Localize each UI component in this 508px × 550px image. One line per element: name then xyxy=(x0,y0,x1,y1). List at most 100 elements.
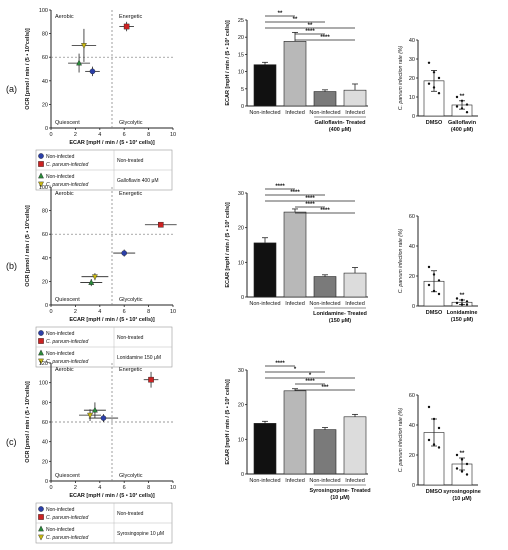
y-tick-label: 60 xyxy=(409,214,415,220)
infection-rate-plot: 0 20 40 60 ** DMSO syrosingopine(10 μM) C. parv… xyxy=(398,393,481,502)
significance-label: ** xyxy=(278,11,283,17)
quadrant-glycolytic: Glycolytic xyxy=(119,297,143,303)
significance-label: ** xyxy=(460,293,465,299)
y-tick-label: 100 xyxy=(39,8,48,14)
scatter-legend: Non-infected C. parvum-infected Non-treate… xyxy=(35,502,173,544)
dot-category-treated: Galloflavin xyxy=(448,120,477,126)
y-tick-label: 0 xyxy=(412,114,415,120)
legend-inf-untreated: C. parvum-infected xyxy=(46,515,88,521)
bar-category-label: Infected xyxy=(345,110,365,116)
y-tick-label: 10 xyxy=(409,95,415,101)
significance-label: **** xyxy=(305,196,315,202)
bar-group-sublabel: (400 μM) xyxy=(329,127,351,133)
y-tick-label: 40 xyxy=(409,38,415,44)
dot-category-dmso: DMSO xyxy=(426,489,443,495)
bar-group-label: Galloflavin- Treated xyxy=(314,120,365,126)
bar-y-axis-title: ECAR [mpH / min / (5 • 10³ cells)] xyxy=(224,20,231,106)
bar-3 xyxy=(343,416,367,475)
quadrant-aerobic: Aerobic xyxy=(55,14,74,20)
legend-noninf-treated: Non-infected xyxy=(46,351,75,357)
dot-y-axis-title: C. parvum infection rate (%) xyxy=(398,407,404,472)
bar-2 xyxy=(313,429,337,475)
data-point xyxy=(427,405,431,409)
y-tick-label: 0 xyxy=(241,295,244,301)
bar-category-label: Non-infected xyxy=(249,301,280,307)
marker-circle xyxy=(121,250,127,256)
legend-treated-label: Lonidamine 150 μM xyxy=(117,355,161,361)
marker-circle xyxy=(89,68,96,75)
scatter-x-axis-title: ECAR [mpH / min / (5 • 10³ cells)] xyxy=(69,316,155,323)
y-tick-label: 0 xyxy=(241,104,244,110)
x-tick-label: 2 xyxy=(74,132,77,138)
legend-inf-treated: C. parvum-infected xyxy=(46,182,88,188)
marker-square xyxy=(123,23,130,30)
data-point xyxy=(432,417,436,421)
data-point xyxy=(437,426,441,430)
dot-y-axis-title: C. parvum infection rate (%) xyxy=(398,45,404,110)
legend-noninf-untreated: Non-infected xyxy=(46,154,75,160)
legend-inf-treated: C. parvum-infected xyxy=(46,359,88,365)
y-tick-label: 10 xyxy=(238,260,244,266)
legend-treated-label: Galloflavin 400 μM xyxy=(117,178,159,184)
y-tick-label: 15 xyxy=(238,52,244,58)
significance-label: *** xyxy=(321,385,329,391)
scatter-x-axis-title: ECAR [mpH / min / (5 • 10³ cells)] xyxy=(69,492,155,499)
legend-nontreated-label: Non-treated xyxy=(117,511,144,517)
data-point xyxy=(427,61,431,64)
bar-group-sublabel: (10 μM) xyxy=(330,495,349,501)
quadrant-quiescent: Quiescent xyxy=(55,297,80,303)
legend-noninf-untreated: Non-infected xyxy=(46,507,75,513)
marker-triangle-up xyxy=(76,59,82,66)
y-tick-label: 40 xyxy=(42,256,48,262)
marker-triangle-up xyxy=(88,279,95,285)
bar-0 xyxy=(253,64,277,107)
data-point xyxy=(465,303,469,306)
quadrant-glycolytic: Glycolytic xyxy=(119,473,143,479)
significance-label: ** xyxy=(460,94,465,100)
ecar-bar-chart: 0 10 20 30 Non-infected Infected Non-infected I… xyxy=(224,361,371,501)
marker-square xyxy=(38,338,44,344)
y-tick-label: 0 xyxy=(45,479,48,485)
y-tick-label: 40 xyxy=(409,244,415,250)
data-point xyxy=(455,301,459,305)
marker-triangle-up xyxy=(91,406,98,413)
y-tick-label: 60 xyxy=(42,420,48,426)
data-point xyxy=(437,446,441,449)
y-tick-label: 80 xyxy=(42,32,48,38)
bar-category-label: Infected xyxy=(345,478,365,484)
bar-1 xyxy=(283,390,307,475)
quadrant-energetic: Energetic xyxy=(119,367,142,373)
x-tick-label: 10 xyxy=(170,309,176,315)
bar-y-axis-title: ECAR [mpH / min / (5 • 10³ cells)] xyxy=(224,379,231,465)
ecar-bar-chart: 0 10 20 30 Non-infected Infected Non-infected I… xyxy=(224,184,368,324)
data-point xyxy=(432,273,436,276)
marker-circle xyxy=(38,506,44,512)
x-tick-label: 10 xyxy=(170,132,176,138)
y-tick-label: 20 xyxy=(238,226,244,232)
x-tick-label: 8 xyxy=(147,309,150,315)
dot-category-treated-sub: (10 μM) xyxy=(452,496,471,502)
x-tick-label: 10 xyxy=(170,485,176,491)
data-point xyxy=(460,303,464,306)
data-point xyxy=(465,473,469,476)
legend-inf-untreated: C. parvum-infected xyxy=(46,162,88,168)
ecar-bar-chart: 0 5 10 15 20 25 Non-infected Infected Non-infect… xyxy=(224,11,368,133)
y-tick-label: 100 xyxy=(39,381,48,387)
y-tick-label: 40 xyxy=(42,440,48,446)
data-point xyxy=(437,92,441,95)
y-tick-label: 60 xyxy=(42,232,48,238)
y-tick-label: 20 xyxy=(42,459,48,465)
significance-label: **** xyxy=(305,379,315,385)
bar-group-label: Lonidamine- Treated xyxy=(313,311,367,317)
significance-label: **** xyxy=(290,190,300,196)
data-point xyxy=(465,462,469,466)
data-point xyxy=(465,103,469,106)
scatter-y-axis-title: OCR [pmol / min / (5 • 10³cells)] xyxy=(24,381,31,463)
y-tick-label: 20 xyxy=(409,76,415,82)
quadrant-glycolytic: Glycolytic xyxy=(119,120,143,126)
significance-label: ** xyxy=(460,451,465,457)
quadrant-aerobic: Aerobic xyxy=(55,191,74,197)
